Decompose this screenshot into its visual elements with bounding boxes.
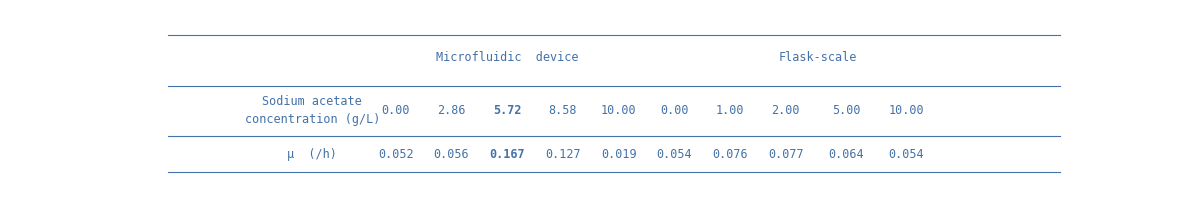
- Text: 10.00: 10.00: [601, 104, 636, 117]
- Text: Microfluidic  device: Microfluidic device: [436, 51, 579, 64]
- Text: 0.052: 0.052: [379, 148, 413, 161]
- Text: 0.056: 0.056: [434, 148, 470, 161]
- Text: 2.00: 2.00: [772, 104, 800, 117]
- Text: 0.019: 0.019: [601, 148, 636, 161]
- Text: 0.077: 0.077: [768, 148, 804, 161]
- Text: 0.00: 0.00: [381, 104, 410, 117]
- Text: 0.064: 0.064: [828, 148, 864, 161]
- Text: 0.00: 0.00: [660, 104, 689, 117]
- Text: 10.00: 10.00: [889, 104, 924, 117]
- Text: 5.72: 5.72: [492, 104, 521, 117]
- Text: μ  (/h): μ (/h): [288, 148, 337, 161]
- Text: 8.58: 8.58: [549, 104, 577, 117]
- Text: 0.054: 0.054: [889, 148, 924, 161]
- Text: 0.167: 0.167: [490, 148, 525, 161]
- Text: 1.00: 1.00: [715, 104, 744, 117]
- Text: 0.054: 0.054: [657, 148, 692, 161]
- Text: Flask-scale: Flask-scale: [779, 51, 858, 64]
- Text: 5.00: 5.00: [831, 104, 860, 117]
- Text: 0.127: 0.127: [545, 148, 581, 161]
- Text: 0.076: 0.076: [713, 148, 748, 161]
- Text: Sodium acetate
concentration (g/L): Sodium acetate concentration (g/L): [244, 95, 380, 126]
- Text: 2.86: 2.86: [437, 104, 466, 117]
